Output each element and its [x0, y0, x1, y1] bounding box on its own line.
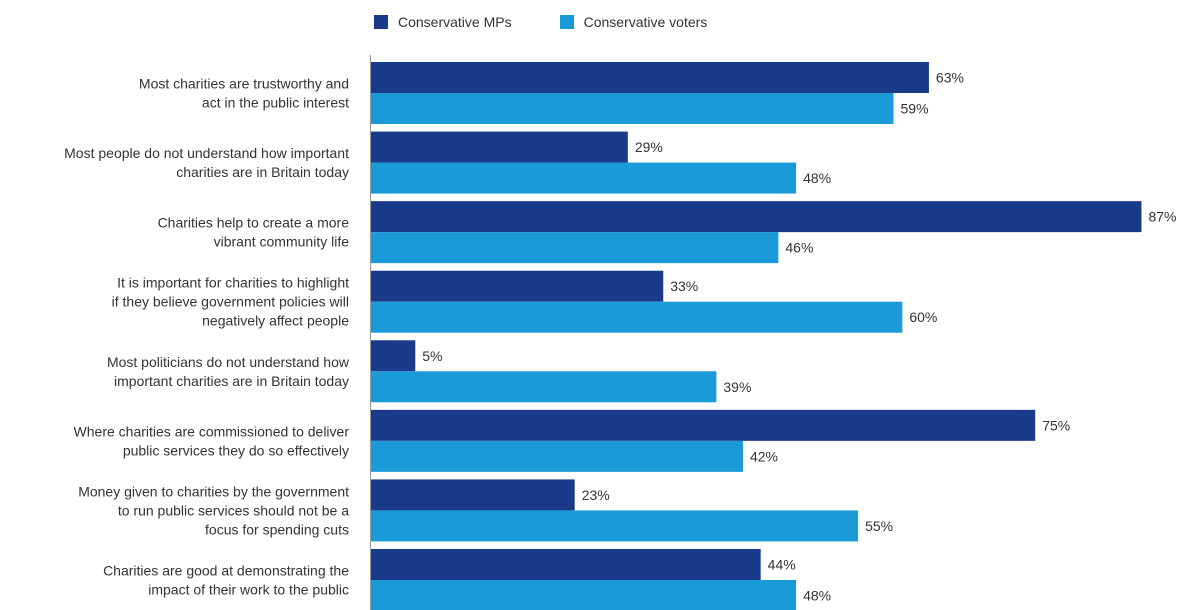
category-label-line: charities are in Britain today: [176, 164, 349, 180]
bar-conservative-mps: [371, 201, 1142, 233]
bar-conservative-mps: [371, 479, 575, 511]
category-label: Most people do not understand how import…: [64, 145, 349, 180]
data-label: 33%: [670, 278, 698, 294]
legend-label-voters: Conservative voters: [583, 14, 708, 30]
category-label-line: Money given to charities by the governme…: [78, 483, 349, 499]
legend-swatch-voters: [559, 15, 574, 29]
data-label: 87%: [1148, 209, 1176, 225]
data-label: 48%: [803, 170, 831, 186]
category-label: It is important for charities to highlig…: [112, 275, 350, 329]
data-label: 63%: [936, 70, 964, 86]
bar-conservative-mps: [371, 340, 416, 372]
data-label: 55%: [865, 518, 893, 534]
category-label-line: public services they do so effectively: [123, 442, 349, 458]
category-label: Charities help to create a more vibrant c…: [158, 215, 350, 250]
data-label: 48%: [803, 587, 831, 603]
data-label: 59%: [901, 101, 929, 117]
bar-conservative-voters: [371, 579, 797, 610]
category-label: Most charities are trustworthy and act in…: [139, 76, 349, 111]
data-label: 46%: [785, 240, 813, 256]
bar-conservative-mps: [371, 131, 628, 163]
bar-conservative-mps: [371, 270, 664, 302]
bar-conservative-voters: [371, 440, 743, 472]
data-label: 5%: [422, 348, 442, 364]
data-label: 29%: [635, 139, 663, 155]
category-label: Where charities are commissioned to deli…: [74, 423, 350, 458]
category-label-line: Most charities are trustworthy and: [139, 76, 349, 92]
category-label-line: if they believe government policies will: [112, 294, 349, 310]
category-label-line: to run public services should not be a: [118, 502, 349, 518]
bar-conservative-mps: [371, 548, 761, 580]
category-label-line: important charities are in Britain today: [114, 373, 349, 389]
bar-conservative-voters: [371, 510, 859, 542]
category-label-line: act in the public interest: [202, 95, 349, 111]
category-label: Most politicians do not understand how im…: [107, 354, 350, 389]
category-label-line: Most politicians do not understand how: [107, 354, 350, 370]
category-label-line: Charities are good at demonstrating the: [103, 562, 349, 578]
category-label-line: impact of their work to the public: [148, 581, 349, 597]
bar-conservative-mps: [371, 409, 1036, 441]
category-label-line: negatively affect people: [202, 313, 349, 329]
category-label-line: Charities help to create a more: [158, 215, 350, 231]
bar-conservative-voters: [371, 93, 894, 124]
data-label: 23%: [582, 487, 610, 503]
category-label: Charities are good at demonstrating the i…: [103, 562, 349, 597]
category-label-line: vibrant community life: [214, 234, 350, 250]
category-label-line: focus for spending cuts: [205, 521, 349, 537]
data-label: 39%: [723, 379, 751, 395]
data-label: 42%: [750, 448, 778, 464]
bar-conservative-voters: [371, 301, 903, 333]
bar-conservative-voters: [371, 232, 779, 264]
legend: Conservative MPs Conservative voters: [374, 14, 707, 30]
legend-item-voters: Conservative voters: [559, 14, 708, 30]
bar-conservative-voters: [371, 162, 797, 194]
category-label-line: It is important for charities to highlig…: [117, 275, 349, 291]
data-label: 60%: [909, 309, 937, 325]
legend-label-mps: Conservative MPs: [398, 14, 512, 30]
data-label: 44%: [768, 556, 796, 572]
legend-item-mps: Conservative MPs: [374, 14, 512, 30]
data-label: 75%: [1042, 417, 1070, 433]
category-label: Money given to charities by the governme…: [78, 483, 349, 537]
bar-conservative-mps: [371, 62, 929, 93]
category-label-line: Where charities are commissioned to deli…: [74, 423, 350, 439]
bar-conservative-voters: [371, 371, 717, 403]
category-label-line: Most people do not understand how import…: [64, 145, 349, 161]
legend-swatch-mps: [374, 15, 388, 29]
